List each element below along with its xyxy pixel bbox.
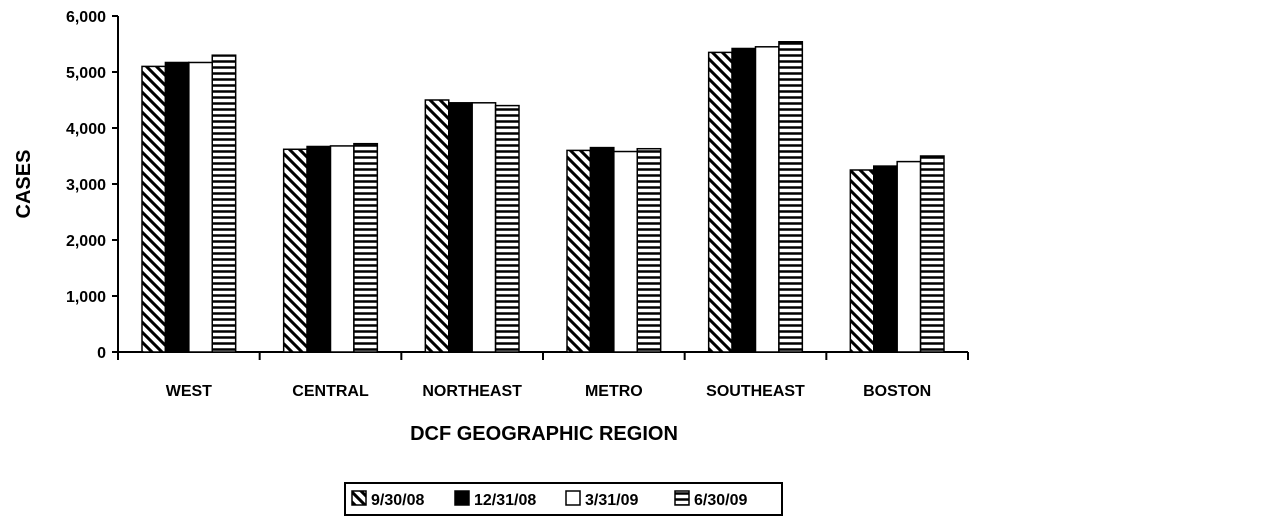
bar-9-30-08-northeast xyxy=(424,99,450,353)
y-tick-label: 1,000 xyxy=(66,289,106,306)
y-tick-label: 0 xyxy=(97,345,106,362)
x-axis: WEST CENTRAL NORTHEAST METRO SOUTHEAST BOSTON xyxy=(117,351,969,400)
bar-6-30-09-northeast xyxy=(494,104,520,353)
bar-9-30-08-central xyxy=(282,148,308,353)
bar-6-30-09-central xyxy=(353,142,379,353)
bar-12-31-08-northeast xyxy=(448,102,473,353)
y-tick-label: 5,000 xyxy=(66,65,106,82)
x-category-label: NORTHEAST xyxy=(422,383,522,400)
legend-label: 9/30/08 xyxy=(371,492,424,509)
bar-6-30-09-west xyxy=(211,54,237,353)
legend-swatch xyxy=(454,490,470,506)
bar-series-group xyxy=(141,41,945,353)
bar-9-30-08-metro xyxy=(566,149,592,353)
bar-3-31-09-central xyxy=(329,145,355,353)
bar-9-30-08-southeast xyxy=(707,51,733,353)
y-tick-label: 6,000 xyxy=(66,9,106,26)
x-category-label: WEST xyxy=(166,383,212,400)
bar-6-30-09-boston xyxy=(919,155,945,353)
bar-12-31-08-metro xyxy=(589,146,615,353)
bar-12-31-08-boston xyxy=(873,165,898,353)
x-category-label: CENTRAL xyxy=(292,383,369,400)
bar-3-31-09-west xyxy=(188,61,213,353)
legend-label: 12/31/08 xyxy=(474,492,536,509)
x-category-label: BOSTON xyxy=(863,383,931,400)
legend-box xyxy=(344,482,783,516)
bar-9-30-08-boston xyxy=(849,169,875,353)
legend: 9/30/08 12/31/08 3/31/09 6/30/09 xyxy=(344,482,783,516)
bar-3-31-09-southeast xyxy=(754,46,780,353)
bar-6-30-09-southeast xyxy=(778,41,804,353)
y-axis: 0 1,000 2,000 3,000 4,000 5,000 6,000 xyxy=(66,9,119,362)
bar-12-31-08-southeast xyxy=(731,47,757,353)
legend-swatch xyxy=(351,490,367,506)
legend-label: 6/30/09 xyxy=(694,492,747,509)
legend-swatch xyxy=(565,490,581,506)
y-tick-label: 2,000 xyxy=(66,233,106,250)
legend-label: 3/31/09 xyxy=(585,492,638,509)
x-category-label: METRO xyxy=(585,383,643,400)
bar-12-31-08-central xyxy=(306,145,332,353)
bar-6-30-09-metro xyxy=(636,147,662,353)
y-tick-label: 3,000 xyxy=(66,177,106,194)
x-category-label: SOUTHEAST xyxy=(706,383,805,400)
bar-3-31-09-northeast xyxy=(471,102,497,353)
bar-3-31-09-metro xyxy=(613,150,638,353)
y-tick-label: 4,000 xyxy=(66,121,106,138)
legend-swatch xyxy=(674,490,690,506)
bar-9-30-08-west xyxy=(141,65,167,353)
y-axis-title: CASES xyxy=(13,150,35,219)
bar-3-31-09-boston xyxy=(896,160,922,353)
x-axis-title: DCF GEOGRAPHIC REGION xyxy=(410,423,678,445)
bar-12-31-08-west xyxy=(164,61,190,353)
